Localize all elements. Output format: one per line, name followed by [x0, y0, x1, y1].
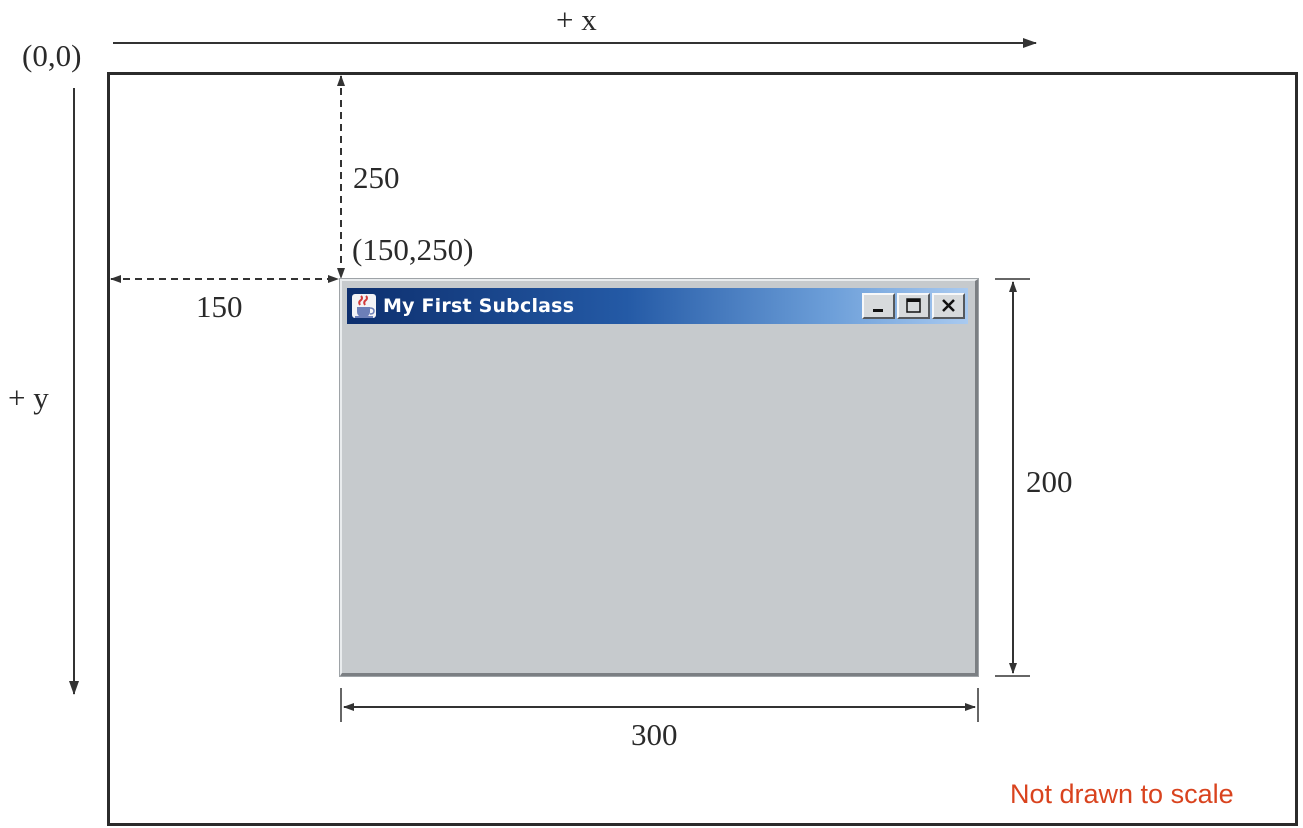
window-titlebar[interactable]: My First Subclass — [347, 288, 968, 324]
window-controls — [862, 293, 965, 319]
minimize-button[interactable] — [862, 293, 895, 319]
sample-window: My First Subclass — [340, 279, 978, 676]
top-offset-label: 250 — [353, 160, 400, 195]
left-offset-label: 150 — [196, 289, 243, 324]
window-height-label: 200 — [1026, 464, 1073, 499]
scale-note: Not drawn to scale — [1010, 779, 1234, 809]
y-axis-label: + y — [8, 380, 49, 415]
maximize-button[interactable] — [897, 293, 930, 319]
origin-label: (0,0) — [22, 38, 82, 73]
x-axis-label: + x — [556, 2, 597, 37]
corner-point-label: (150,250) — [352, 232, 474, 267]
java-cup-icon — [350, 292, 378, 320]
close-button[interactable] — [932, 293, 965, 319]
window-width-label: 300 — [631, 717, 678, 752]
window-title: My First Subclass — [383, 295, 575, 317]
